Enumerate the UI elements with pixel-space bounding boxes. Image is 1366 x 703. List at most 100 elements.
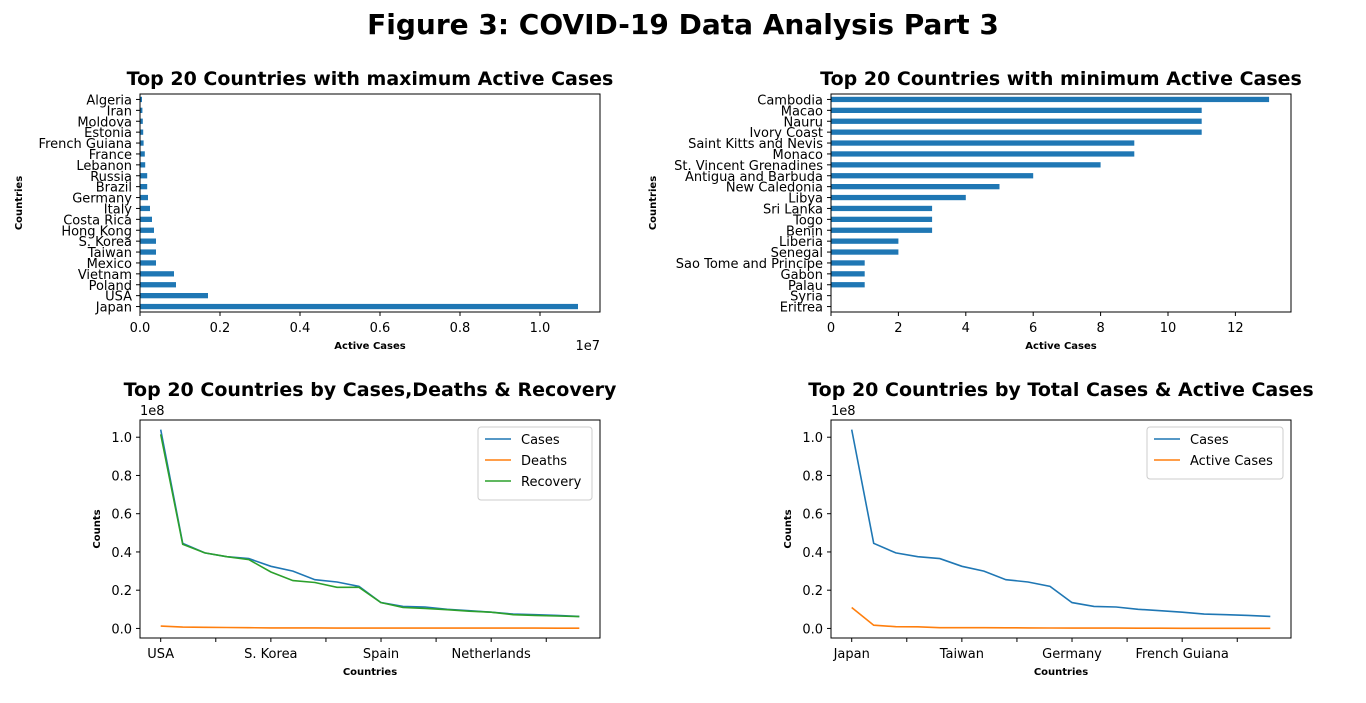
axes-frame <box>139 419 601 639</box>
y-tick-label: 0.6 <box>111 508 132 523</box>
y-tick-label: Sri Lanka <box>763 202 823 217</box>
y-tick-label: Gabon <box>781 268 824 283</box>
y-offset-label: 1e8 <box>140 404 165 419</box>
subplot-title: Top 20 Countries with maximum Active Cas… <box>127 68 614 90</box>
bar-palau <box>831 282 865 288</box>
y-tick-label: Palau <box>788 279 823 294</box>
bar-moldova <box>140 118 143 124</box>
x-tick-label: 10 <box>1160 321 1177 336</box>
y-tick-label: St. Vincent Grenadines <box>674 159 823 174</box>
y-tick-label: 0.4 <box>111 546 132 561</box>
bar-usa <box>140 293 208 299</box>
x-tick-label: 0.2 <box>210 321 231 336</box>
x-tick-label: 1.0 <box>530 321 551 336</box>
y-tick-label: Benin <box>786 224 823 239</box>
x-tick-label: Netherlands <box>452 647 531 662</box>
y-tick-label: Estonia <box>84 126 132 141</box>
x-tick-label: 0.4 <box>290 321 311 336</box>
legend-label: Cases <box>1190 433 1229 448</box>
y-tick-label: Saint Kitts and Nevis <box>688 137 823 152</box>
bar-senegal <box>831 249 899 255</box>
bar-antigua-and-barbuda <box>831 173 1034 179</box>
x-tick-label: 0.8 <box>450 321 471 336</box>
x-tick-label: 0.6 <box>370 321 391 336</box>
bar-costa-rica <box>140 216 152 222</box>
x-axis-label: Active Cases <box>1025 341 1096 352</box>
y-tick-label: 1.0 <box>111 431 132 446</box>
y-tick-label: French Guiana <box>39 137 132 152</box>
y-tick-label: 0.0 <box>111 622 132 637</box>
y-tick-label: Algeria <box>86 93 132 108</box>
y-tick-label: Sao Tome and Principe <box>676 257 823 272</box>
bar-cambodia <box>831 96 1270 103</box>
bar-saint-kitts-and-nevis <box>831 140 1135 146</box>
subplot-3: 0.0 0.2 0.4 0.6 0.8 1.0 Japan Taiwan Germany Fren… <box>783 379 1314 678</box>
bar-estonia <box>140 129 144 135</box>
axes-frame <box>830 419 1292 639</box>
legend: Cases Deaths Recovery <box>477 426 593 501</box>
bar-hong-kong <box>140 227 154 233</box>
y-tick-label: 0.2 <box>111 584 132 599</box>
y-tick-label: Liberia <box>779 235 823 250</box>
y-tick-label: Mexico <box>87 257 132 272</box>
y-tick-label: France <box>89 148 132 163</box>
bar-japan <box>140 303 578 310</box>
bar-s-korea <box>140 238 156 244</box>
subplot-title: Top 20 Countries by Total Cases & Active… <box>808 379 1314 401</box>
x-tick-label: 8 <box>1096 321 1104 336</box>
bar-sao-tome-and-principe <box>831 260 865 266</box>
y-tick-label: Iran <box>107 104 132 119</box>
y-axis-label: Counts <box>783 509 794 548</box>
x-tick-label: 0 <box>827 321 835 336</box>
series-line-recovery <box>159 434 580 618</box>
subplot-2: 0.0 0.2 0.4 0.6 0.8 1.0 USA S. Korea Spain Nether… <box>92 379 617 678</box>
y-tick-label: Vietnam <box>78 268 132 283</box>
x-offset-label: 1e7 <box>575 339 600 354</box>
x-tick-label: S. Korea <box>244 647 297 662</box>
y-tick-label: Cambodia <box>757 93 823 108</box>
bar-new-caledonia <box>831 184 1000 190</box>
bar-macao <box>831 107 1202 113</box>
y-tick-label: 0.4 <box>802 546 823 561</box>
y-tick-label: Germany <box>72 192 132 207</box>
axes-frame <box>139 93 601 313</box>
x-tick-label: 12 <box>1227 321 1244 336</box>
bar-france <box>140 151 145 157</box>
x-tick-label: Taiwan <box>939 647 984 662</box>
bar-liberia <box>831 238 899 244</box>
x-axis-label: Countries <box>343 667 397 678</box>
bar-brazil <box>140 184 148 190</box>
y-offset-label: 1e8 <box>831 404 856 419</box>
bar-lebanon <box>140 162 146 168</box>
bar-nauru <box>831 118 1202 124</box>
subplot-title: Top 20 Countries by Cases,Deaths & Recov… <box>124 379 617 401</box>
bar-ivory-coast <box>831 129 1202 135</box>
x-axis-label: Active Cases <box>334 341 405 352</box>
legend: Cases Active Cases <box>1146 426 1284 480</box>
y-axis-label: Countries <box>14 176 25 230</box>
y-tick-label: Monaco <box>773 148 824 163</box>
x-tick-label: 2 <box>894 321 902 336</box>
y-tick-label: Russia <box>90 170 132 185</box>
legend-label: Deaths <box>521 454 567 469</box>
y-tick-label: Ivory Coast <box>749 126 823 141</box>
y-tick-label: USA <box>105 290 132 305</box>
y-tick-label: 0.8 <box>111 469 132 484</box>
y-tick-label: Italy <box>104 202 133 217</box>
legend-label: Recovery <box>521 475 582 490</box>
bar-vietnam <box>140 271 174 277</box>
x-tick-label: French Guiana <box>1135 647 1228 662</box>
y-tick-label: Brazil <box>96 181 132 196</box>
x-tick-label: USA <box>147 647 174 662</box>
x-tick-label: Spain <box>363 647 399 662</box>
y-tick-label: Lebanon <box>76 159 132 174</box>
y-tick-label: Syria <box>790 290 823 305</box>
bar-sri-lanka <box>831 205 933 212</box>
x-tick-label: Germany <box>1042 647 1102 662</box>
bar-st-vincent-grenadines <box>831 162 1101 168</box>
bar-germany <box>140 194 148 201</box>
y-tick-label: Macao <box>781 104 823 119</box>
y-tick-label: 0.6 <box>802 508 823 523</box>
